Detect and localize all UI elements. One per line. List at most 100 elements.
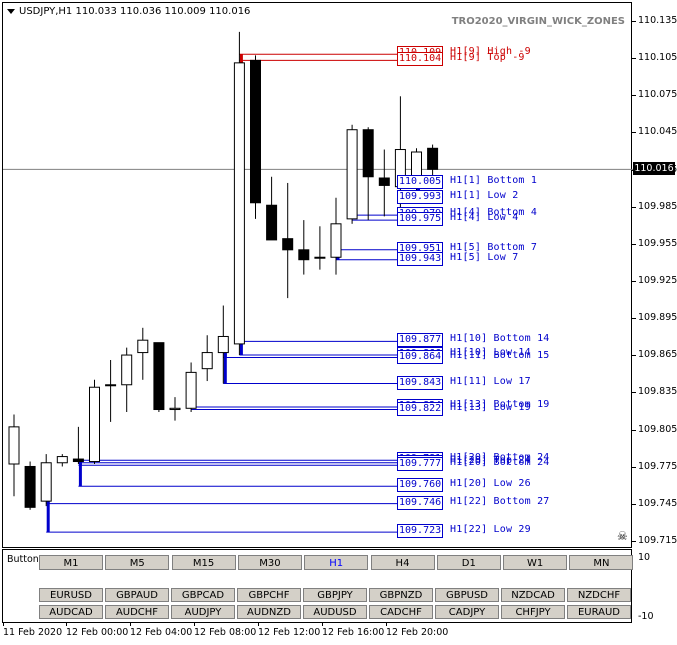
candle-body: [8, 426, 20, 465]
zone-label: H1[9] High -9: [450, 46, 531, 58]
candle-body: [266, 204, 278, 241]
candle-body: [137, 339, 149, 354]
price-tick-label: 109.865: [631, 349, 677, 361]
time-tick-label: 12 Feb 12:00: [258, 622, 321, 638]
pair-button-chfjpy[interactable]: CHFJPY: [501, 605, 565, 619]
candle-body: [233, 62, 245, 345]
pair-button-gbpnzd[interactable]: GBPNZD: [369, 588, 433, 602]
zone-label: H1[11] Bottom 15: [450, 349, 550, 361]
pair-button-gbpchf[interactable]: GBPCHF: [237, 588, 301, 602]
candle-body: [314, 256, 326, 259]
zone-label: H1[5] Bottom 7: [450, 241, 538, 253]
time-tick-label: 12 Feb 16:00: [322, 622, 385, 638]
pair-button-nzdcad[interactable]: NZDCAD: [501, 588, 565, 602]
pair-button-euraud[interactable]: EURAUD: [567, 605, 631, 619]
zone-price-box: 109.975: [397, 212, 444, 227]
candle-body: [121, 354, 133, 386]
indicator-title: TRO2020_VIRGIN_WICK_ZONES: [451, 16, 625, 27]
zone-price-box: 109.843: [397, 375, 444, 390]
pair-button-audjpy[interactable]: AUDJPY: [171, 605, 235, 619]
candle-body: [24, 465, 36, 508]
pair-button-cadchf[interactable]: CADCHF: [369, 605, 433, 619]
pair-button-eurusd[interactable]: EURUSD: [39, 588, 103, 602]
candle-body: [153, 342, 165, 411]
pair-button-audchf[interactable]: AUDCHF: [105, 605, 169, 619]
price-tick-label: 109.835: [631, 386, 677, 398]
panel-title: Buttons: [7, 554, 44, 565]
zone-label: H1[4] Low 4: [450, 212, 519, 224]
pair-button-nzdchf[interactable]: NZDCHF: [567, 588, 631, 602]
price-tick-label: 110.105: [631, 52, 677, 64]
timeframe-button-m1[interactable]: M1: [39, 555, 103, 570]
price-tick-label: 109.715: [631, 535, 677, 546]
candle-body: [217, 335, 229, 354]
timeframe-button-d1[interactable]: D1: [436, 555, 501, 570]
zone-label: H1[10] Bottom 14: [450, 333, 550, 345]
pair-button-gbpusd[interactable]: GBPUSD: [435, 588, 499, 602]
zone-label: H1[1] Low 2: [450, 189, 519, 201]
zone-label: H1[5] Low 7: [450, 251, 519, 263]
zone-label: H1[11] Low 17: [450, 375, 531, 387]
zone-price-box: 109.943: [397, 251, 444, 266]
zone-label: H1[10] Low 14: [450, 347, 531, 359]
zone-label: H1[9] Top -9: [450, 52, 525, 64]
candle-body: [169, 407, 181, 411]
timeframe-button-mn[interactable]: MN: [569, 555, 634, 570]
price-tick-label: 110.075: [631, 89, 677, 101]
skull-icon: ☠: [617, 529, 628, 543]
time-tick-label: 12 Feb 08:00: [194, 622, 257, 638]
price-tick-label: 109.775: [631, 460, 677, 472]
candle-body: [40, 462, 52, 502]
pair-button-audnzd[interactable]: AUDNZD: [237, 605, 301, 619]
chevron-down-icon[interactable]: [7, 8, 15, 14]
zone-label: H1[1] Bottom 1: [450, 174, 538, 186]
candle-body: [89, 386, 100, 463]
candle-body: [282, 238, 294, 251]
zone-price-box: 109.723: [397, 524, 444, 539]
time-tick-label: 12 Feb 20:00: [386, 622, 449, 638]
zone-price-box: 110.104: [397, 52, 444, 67]
pair-button-gbpaud[interactable]: GBPAUD: [105, 588, 169, 602]
pair-button-audusd[interactable]: AUDUSD: [303, 605, 367, 619]
panel-scale-bottom: -10: [638, 611, 654, 622]
zone-price-box: 109.864: [397, 349, 444, 364]
current-price-label: 110.016: [633, 162, 675, 176]
time-tick-label: 12 Feb 04:00: [130, 622, 193, 638]
pair-button-gbpcad[interactable]: GBPCAD: [171, 588, 235, 602]
timeframe-button-m30[interactable]: M30: [237, 555, 302, 570]
timeframe-button-w1[interactable]: W1: [503, 555, 568, 570]
zone-price-box: 110.005: [397, 174, 444, 189]
zone-price-box: 109.993: [397, 189, 444, 204]
zone-price-box: 109.746: [397, 495, 444, 510]
panel-scale-top: 10: [638, 552, 651, 563]
candle-body: [298, 249, 310, 261]
timeframe-button-m15[interactable]: M15: [171, 555, 236, 570]
time-tick-label: 11 Feb 2020: [3, 622, 63, 638]
zone-label: H1[20] Bottom 24: [450, 452, 550, 464]
zone-price-box: 109.760: [397, 478, 444, 493]
pair-button-audcad[interactable]: AUDCAD: [39, 605, 103, 619]
candle-body: [72, 458, 84, 463]
timeframe-button-m5[interactable]: M5: [105, 555, 170, 570]
zone-label: H1[20] Low 26: [450, 478, 531, 490]
chart-area[interactable]: USDJPY,H1 110.033 110.036 110.009 110.01…: [2, 2, 633, 549]
zone-label: H1[22] Bottom 27: [450, 495, 550, 507]
candle-body: [185, 371, 197, 409]
timeframe-button-h1[interactable]: H1: [304, 555, 369, 570]
zone-price-box: 109.822: [397, 401, 444, 416]
zone-label: H1[13] Bottom 19: [450, 399, 550, 411]
candle-body: [346, 129, 358, 220]
zone-price-box: 109.877: [397, 333, 444, 348]
timeframe-button-h4[interactable]: H4: [370, 555, 435, 570]
candle-body: [330, 223, 342, 258]
price-tick-label: 110.135: [631, 15, 677, 26]
price-tick-label: 109.955: [631, 237, 677, 249]
zone-label: H1[20] Bottom 24: [450, 457, 550, 469]
pair-button-gbpjpy[interactable]: GBPJPY: [303, 588, 367, 602]
price-tick-label: 109.745: [631, 497, 677, 509]
zone-label: H1[20] Top 24: [450, 454, 531, 466]
zone-price-box: 109.777: [397, 457, 444, 472]
symbol-quote-text: USDJPY,H1 110.033 110.036 110.009 110.01…: [19, 6, 251, 17]
price-chart[interactable]: [3, 3, 633, 549]
pair-button-cadjpy[interactable]: CADJPY: [435, 605, 499, 619]
